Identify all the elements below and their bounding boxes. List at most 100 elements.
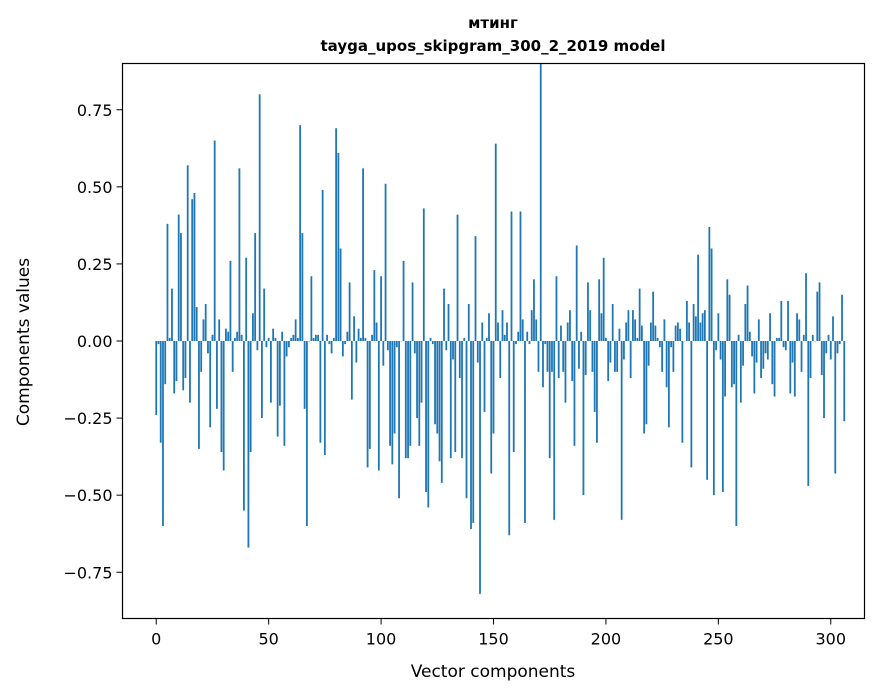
bar	[386, 341, 389, 351]
x-tick-label: 0	[151, 630, 161, 649]
bar	[730, 341, 733, 388]
bar	[310, 276, 313, 341]
bar	[427, 341, 430, 508]
bar	[443, 288, 445, 341]
bar	[438, 341, 441, 462]
bar	[249, 341, 252, 452]
bar	[299, 125, 302, 341]
bar	[344, 341, 346, 345]
bar	[492, 341, 495, 434]
x-axis-label: Vector components	[411, 662, 576, 682]
bar	[283, 341, 286, 446]
bar	[481, 322, 484, 341]
bar	[510, 211, 513, 341]
bar	[200, 341, 203, 372]
bar	[234, 337, 236, 341]
bar	[589, 310, 592, 341]
x-tick-label: 50	[258, 630, 278, 649]
bar	[429, 337, 432, 341]
bar	[649, 322, 652, 341]
bar	[825, 341, 828, 354]
bar	[330, 341, 333, 354]
bar	[380, 276, 382, 341]
bar	[341, 341, 344, 357]
bar	[245, 257, 248, 341]
bar	[764, 341, 767, 354]
bar	[557, 341, 560, 378]
y-axis-ticks: −0.75 −0.50 −0.25 0.00 0.25 0.50 0.75	[63, 101, 123, 582]
bar	[261, 341, 263, 419]
bar	[620, 341, 623, 520]
bar	[164, 341, 167, 385]
x-tick-label: 300	[815, 630, 846, 649]
y-tick-label: −0.25	[63, 409, 112, 428]
bar	[634, 319, 637, 341]
y-tick-label: −0.50	[63, 486, 112, 505]
bar	[602, 257, 605, 341]
bar	[346, 331, 349, 341]
bar	[314, 334, 317, 341]
bar	[807, 341, 810, 486]
bar	[440, 341, 443, 483]
x-tick-label: 250	[703, 630, 734, 649]
bar	[375, 322, 378, 341]
bar	[508, 341, 511, 536]
bar	[580, 331, 583, 341]
bar	[782, 341, 785, 348]
bar	[584, 341, 587, 375]
bar	[202, 319, 205, 341]
bar	[562, 341, 565, 372]
bar	[355, 341, 358, 363]
bar	[789, 341, 792, 394]
bar	[391, 341, 394, 465]
bar	[703, 310, 706, 341]
bar	[465, 341, 468, 499]
bar	[368, 341, 371, 449]
bar	[793, 341, 796, 397]
bar	[546, 341, 549, 372]
bar	[303, 341, 306, 409]
bar	[751, 341, 753, 357]
bar	[267, 337, 270, 341]
bar	[582, 341, 585, 496]
bar	[328, 341, 331, 345]
bar	[575, 245, 578, 341]
bar	[335, 128, 338, 341]
bar	[337, 152, 340, 341]
bar	[706, 341, 709, 480]
bar	[155, 341, 158, 415]
bar	[690, 341, 693, 468]
bar	[198, 341, 200, 449]
bar	[479, 341, 481, 594]
bar	[456, 214, 459, 341]
bar	[681, 341, 684, 443]
bar	[517, 331, 520, 341]
bar	[773, 341, 776, 397]
bar	[490, 341, 493, 474]
bar	[497, 322, 499, 341]
bar	[476, 341, 479, 363]
bar	[521, 319, 524, 341]
bar	[578, 341, 580, 369]
bar	[672, 341, 675, 372]
bar	[560, 325, 562, 341]
bar	[225, 328, 227, 341]
bar	[820, 341, 823, 375]
bar	[676, 322, 679, 341]
bar	[166, 223, 169, 341]
bar	[663, 319, 666, 341]
bar	[362, 168, 364, 341]
bar	[353, 316, 355, 341]
bar	[515, 341, 517, 345]
bars-group	[155, 63, 846, 594]
bar	[258, 94, 261, 341]
bar	[838, 341, 841, 345]
bar	[319, 341, 322, 443]
bar	[285, 341, 288, 357]
bar	[614, 341, 616, 372]
bar	[832, 316, 834, 341]
bar	[377, 341, 380, 471]
bar	[802, 334, 805, 341]
bar	[294, 319, 297, 341]
bar	[715, 341, 717, 351]
